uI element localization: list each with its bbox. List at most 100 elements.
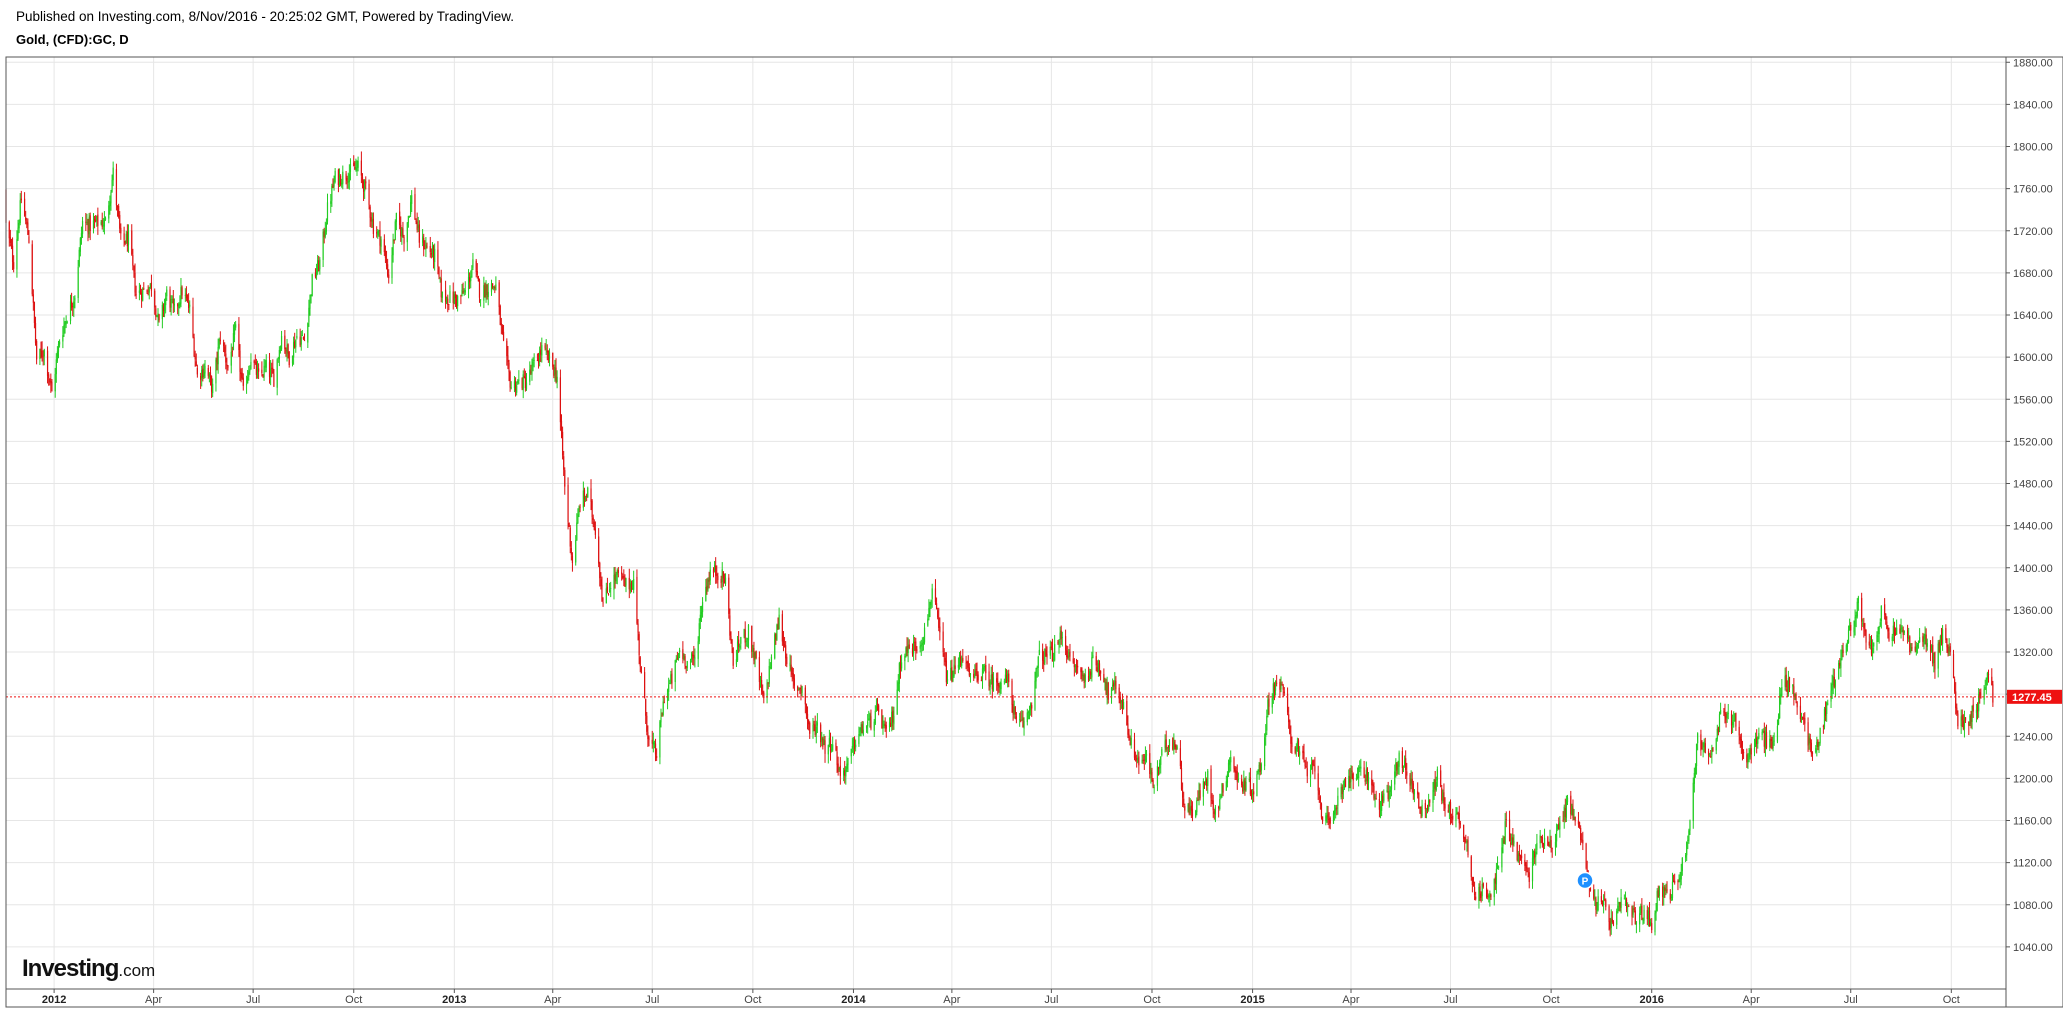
candle (1479, 880, 1481, 901)
candle (720, 575, 722, 588)
candle-body (417, 225, 419, 228)
candle-body (578, 507, 580, 515)
candle (713, 561, 716, 573)
candle-body (271, 367, 273, 369)
candle-body (1986, 672, 1989, 680)
candle (1243, 770, 1245, 794)
candle-body (1389, 789, 1391, 792)
candle (354, 161, 356, 171)
candle (1312, 759, 1314, 775)
candle-body (1344, 778, 1347, 787)
candle-body (1678, 880, 1680, 883)
price-axis[interactable]: 1040.001080.001120.001160.001200.001240.… (2005, 57, 2053, 1007)
time-tick-label: Oct (1543, 994, 1560, 1006)
candle (532, 357, 534, 372)
candle (561, 426, 564, 460)
candle-body (1666, 888, 1668, 892)
candle-body (1762, 730, 1764, 732)
candle-body (697, 641, 699, 659)
price-tick-label: 1800.00 (2013, 142, 2053, 154)
candle (1916, 643, 1919, 654)
candle-body (698, 623, 700, 642)
candle (109, 195, 111, 215)
candle (615, 571, 617, 584)
candle (950, 660, 952, 681)
candle-body (479, 299, 482, 301)
candle (873, 718, 875, 737)
candle-body (50, 381, 52, 384)
candle-body (722, 571, 724, 579)
candle (518, 370, 520, 385)
candle (523, 368, 525, 379)
candle (1218, 805, 1220, 818)
candle-body (1732, 721, 1734, 726)
candle-body (447, 298, 449, 305)
candle (931, 583, 933, 608)
candle (1265, 724, 1267, 746)
candle (943, 648, 945, 666)
event-marker[interactable]: P (1576, 871, 1594, 890)
candle-body (1420, 810, 1422, 815)
candle-body (163, 303, 166, 312)
candle (1096, 660, 1098, 673)
candle (751, 625, 753, 659)
candle-body (985, 665, 987, 674)
candle (66, 320, 68, 324)
candle (20, 190, 22, 204)
candle-body (127, 231, 130, 245)
candle-body (1949, 646, 1951, 653)
candle-body (1833, 676, 1835, 687)
candle (915, 637, 917, 660)
candle (1046, 646, 1048, 665)
candle-body (1309, 769, 1312, 778)
candle (1505, 811, 1507, 828)
candle (830, 744, 833, 753)
candle (583, 487, 586, 507)
candle-body (1390, 784, 1393, 790)
candle (1685, 853, 1687, 863)
candle-body (1363, 767, 1365, 778)
candle (1559, 815, 1561, 838)
candle-body (57, 343, 60, 352)
candle-body (1971, 705, 1973, 722)
candle (1463, 824, 1465, 843)
candle (1926, 638, 1928, 651)
candle (13, 255, 15, 273)
candle-body (980, 679, 982, 681)
candle (384, 245, 387, 264)
candle (1352, 772, 1354, 790)
candle-body (1517, 854, 1519, 862)
candle-body (923, 627, 926, 643)
candle (1518, 844, 1520, 866)
candle-body (240, 372, 242, 374)
candle (1120, 699, 1122, 709)
candle-body (1779, 695, 1781, 719)
candle-body (74, 298, 76, 301)
candle-body (797, 686, 799, 692)
candle-body (869, 714, 871, 721)
candle (1012, 695, 1014, 721)
candle (1372, 779, 1374, 793)
candle-body (988, 671, 990, 686)
candle (407, 215, 410, 228)
time-axis[interactable]: 2012 Apr Jul Oct 2013 Apr Jul Oct 2014 Apr Jul Oct 2… (6, 988, 2006, 1006)
candle (676, 651, 679, 661)
candle-body (1818, 744, 1820, 748)
candle (111, 174, 113, 193)
candle (416, 212, 418, 233)
candle-body (65, 321, 67, 325)
candle (904, 653, 906, 671)
candle (605, 582, 607, 604)
candle-body (1051, 648, 1054, 662)
candle (1174, 739, 1176, 750)
candle-body (1589, 887, 1592, 891)
candle (1972, 696, 1974, 718)
candle-body (1374, 796, 1376, 799)
candle (1449, 799, 1452, 825)
candle (1299, 746, 1301, 765)
candle-body (1081, 670, 1083, 677)
candle-body (638, 634, 640, 656)
candle (1748, 748, 1750, 763)
candle-body (1733, 720, 1735, 722)
